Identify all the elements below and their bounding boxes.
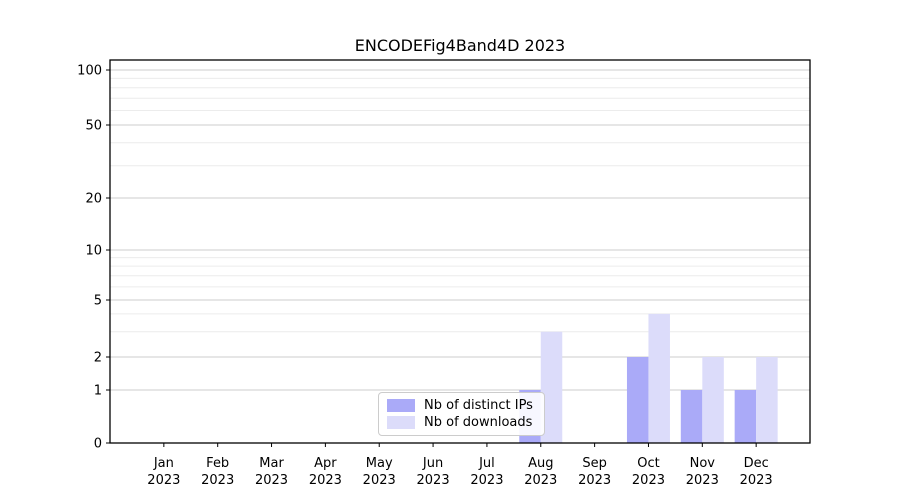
- bar-downloads: [756, 357, 778, 443]
- x-tick-label-month: Mar: [259, 456, 284, 471]
- x-tick-label-year: 2023: [147, 473, 180, 488]
- x-tick-label-year: 2023: [255, 473, 288, 488]
- x-tick-label-month: Dec: [744, 456, 769, 471]
- bar-downloads: [702, 357, 724, 443]
- x-tick-label-year: 2023: [417, 473, 450, 488]
- x-tick-label-month: Aug: [528, 456, 553, 471]
- bar-downloads: [540, 331, 563, 443]
- x-tick-label-year: 2023: [470, 473, 503, 488]
- x-tick-label-month: Sep: [582, 456, 607, 471]
- x-tick-label-month: May: [366, 456, 393, 471]
- x-tick-label-year: 2023: [632, 473, 665, 488]
- y-tick-label: 100: [77, 64, 102, 79]
- y-tick-label: 10: [85, 244, 102, 259]
- legend-row-distinct-ips: Nb of distinct IPs: [387, 399, 544, 412]
- chart-title: ENCODEFig4Band4D 2023: [354, 36, 566, 55]
- x-tick-label-month: Apr: [314, 456, 337, 471]
- x-tick-label-year: 2023: [740, 473, 773, 488]
- bar-distinct-ips: [734, 390, 757, 443]
- x-tick-label-year: 2023: [201, 473, 234, 488]
- legend-swatch-downloads: [387, 416, 415, 429]
- bar-distinct-ips: [626, 357, 649, 443]
- x-tick-label-month: Jun: [422, 456, 443, 471]
- x-tick-label-year: 2023: [309, 473, 342, 488]
- y-tick-label: 1: [94, 384, 102, 399]
- legend-swatch-distinct-ips: [387, 399, 415, 412]
- bar-downloads: [648, 313, 670, 443]
- x-tick-label-month: Jan: [153, 456, 174, 471]
- legend-label-distinct-ips: Nb of distinct IPs: [424, 398, 533, 413]
- x-tick-label-month: Feb: [206, 456, 229, 471]
- x-tick-label-month: Jul: [478, 456, 495, 471]
- x-tick-label-year: 2023: [686, 473, 719, 488]
- x-tick-label-month: Nov: [690, 456, 716, 471]
- bar-distinct-ips: [680, 390, 703, 443]
- x-tick-label-year: 2023: [578, 473, 611, 488]
- y-tick-label: 0: [94, 437, 102, 452]
- y-tick-label: 5: [94, 294, 102, 309]
- legend-row-downloads: Nb of downloads: [387, 416, 544, 429]
- axes-frame: [109, 59, 811, 444]
- y-tick-label: 20: [85, 192, 102, 207]
- x-tick-label-month: Oct: [637, 456, 659, 471]
- y-tick-label: 50: [85, 119, 102, 134]
- x-tick-label-year: 2023: [363, 473, 396, 488]
- legend-label-downloads: Nb of downloads: [424, 415, 533, 430]
- x-tick-label-year: 2023: [524, 473, 557, 488]
- legend: Nb of distinct IPs Nb of downloads: [378, 392, 545, 436]
- y-tick-label: 2: [94, 351, 102, 366]
